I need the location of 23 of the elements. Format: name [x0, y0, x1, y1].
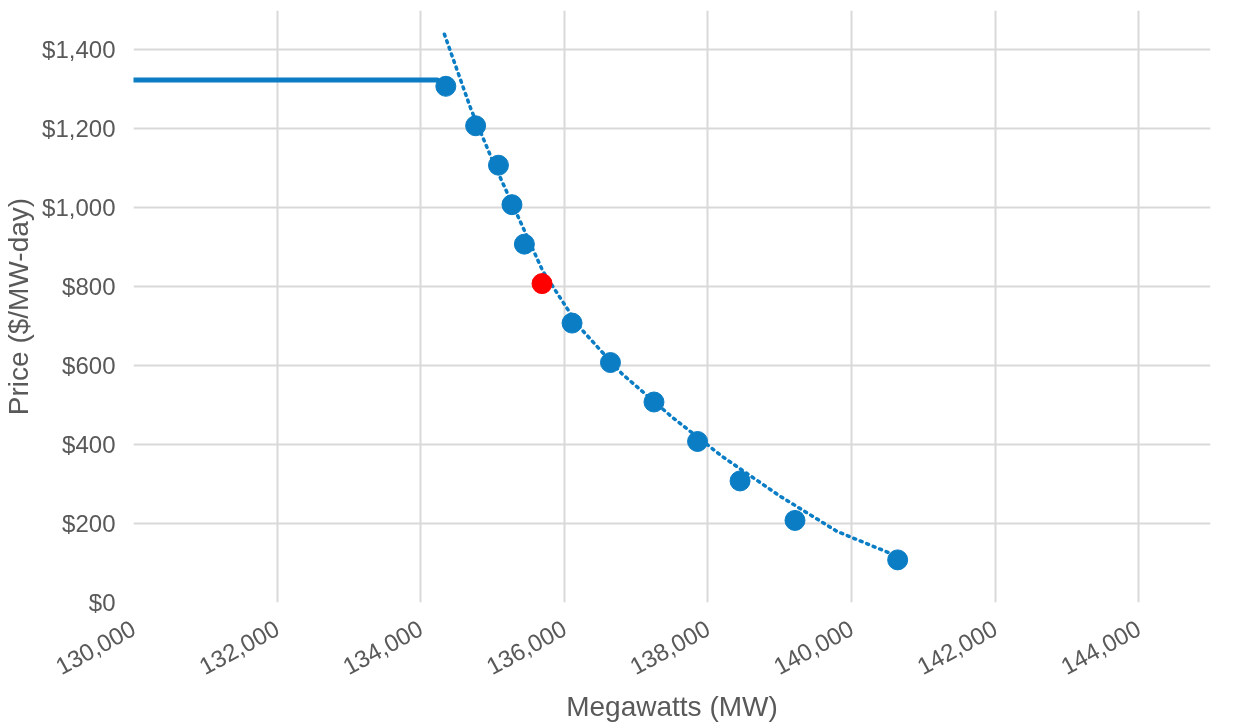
y-tick-label: $1,400	[42, 36, 116, 64]
y-axis-title: Price ($/MW-day)	[3, 197, 35, 416]
point	[561, 312, 583, 334]
y-tick-label: $400	[62, 431, 116, 459]
point	[729, 470, 751, 492]
y-tick-label: $0	[88, 589, 116, 616]
y-tick-label: $600	[62, 352, 116, 380]
point	[487, 154, 509, 176]
point	[887, 549, 909, 571]
point	[643, 391, 665, 413]
point	[531, 273, 553, 295]
point	[513, 233, 535, 255]
point	[687, 431, 709, 452]
x-axis-title: Megawatts (MW)	[566, 691, 778, 723]
y-tick-label: $1,000	[42, 194, 116, 222]
point	[435, 75, 457, 97]
y-tick-label: $200	[62, 510, 116, 538]
point	[501, 194, 523, 216]
point	[784, 509, 806, 531]
point	[465, 115, 487, 137]
point	[599, 352, 621, 374]
y-tick-label: $800	[62, 273, 116, 301]
y-tick-label: $1,200	[42, 115, 116, 143]
